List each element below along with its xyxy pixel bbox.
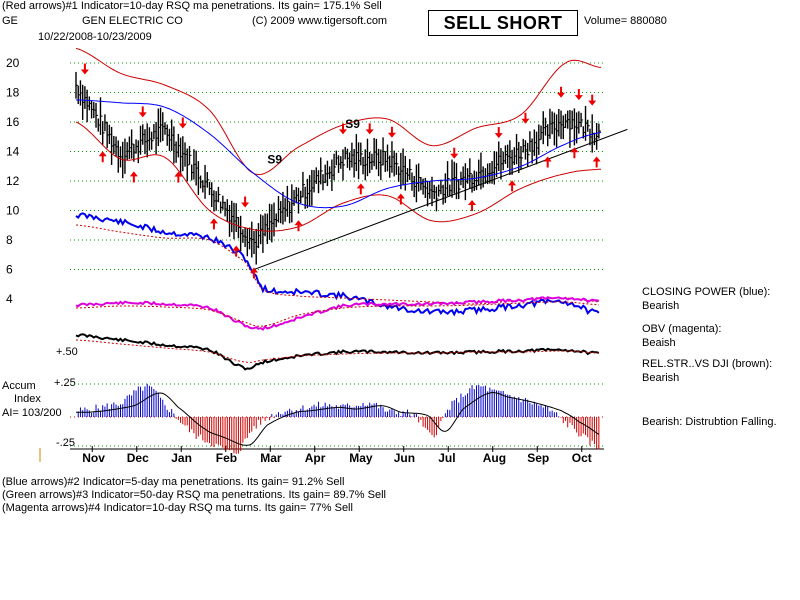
red-arrow-up	[129, 171, 138, 177]
trendline	[253, 128, 628, 270]
index-label: Index	[14, 393, 41, 405]
copyright-text: (C) 2009 www.tigersoft.com	[252, 15, 388, 27]
lower-band-line	[75, 121, 602, 232]
red-arrow-up	[98, 151, 107, 157]
tick-labels-layer: 20 18 16 14 12 10 8 6 4 Nov Dec Jan Feb Mar Apr May Jun J…	[6, 56, 592, 465]
red-arrow-down	[521, 118, 530, 124]
red-arrow-up	[396, 193, 405, 199]
x-tick-label: Dec	[127, 451, 149, 465]
signal-annotation: S9	[345, 117, 360, 131]
arrows-layer	[80, 63, 601, 279]
red-arrow-up	[468, 200, 477, 206]
red-arrow-up	[543, 156, 552, 162]
y-tick-label: 4	[6, 292, 13, 306]
ai-value: AI= 103/200	[2, 407, 62, 419]
x-tick-label: Nov	[82, 451, 105, 465]
closing-power-value: Bearish	[642, 300, 680, 312]
red-arrow-up	[174, 171, 183, 177]
x-tick-label: Oct	[572, 451, 592, 465]
red-arrow-down	[365, 129, 374, 135]
company-name: GEN ELECTRIC CO	[82, 15, 183, 27]
indicator-line: (Red arrows)#1 Indicator=10-day RSQ ma p…	[2, 0, 382, 12]
accum-index-layer	[76, 383, 600, 454]
x-tick-label: Jun	[394, 451, 415, 465]
relstr-label: REL.STR..VS DJI (brown):	[642, 358, 773, 370]
price-bars-layer	[75, 71, 601, 265]
signal-box: SELL SHORT	[428, 10, 578, 36]
red-arrow-down	[241, 202, 250, 208]
red-arrow-down	[557, 92, 566, 98]
red-arrow-up	[356, 183, 365, 189]
closing-power-line	[75, 212, 600, 317]
date-range: 10/22/2008-10/23/2009	[38, 31, 152, 43]
rel-strength-line	[75, 333, 600, 371]
x-tick-label: Apr	[305, 451, 326, 465]
accum-summary: Bearish: Distrubtion Falling.	[642, 416, 777, 428]
y-tick-label: 20	[6, 56, 20, 70]
red-arrow-down	[178, 123, 187, 129]
red-arrow-down	[588, 100, 597, 106]
volume-text: Volume= 880080	[584, 15, 667, 27]
x-tick-label: May	[349, 451, 373, 465]
red-arrow-down	[339, 129, 347, 135]
y-tick-label: 10	[6, 204, 20, 218]
relstr-value: Bearish	[642, 372, 680, 384]
band-lines-layer	[75, 47, 628, 270]
y-tick-label: 16	[6, 115, 20, 129]
x-tick-label: Feb	[216, 451, 237, 465]
red-arrow-down	[138, 112, 147, 118]
blue-arrows-line: (Blue arrows)#2 Indicator=5-day ma penet…	[2, 476, 345, 488]
red-arrow-up	[570, 147, 579, 153]
x-tick-label: Jul	[438, 451, 455, 465]
red-arrow-down	[387, 132, 396, 138]
red-arrow-up	[250, 267, 258, 273]
ticker-symbol: GE	[2, 15, 18, 27]
closing-power-label: CLOSING POWER (blue):	[642, 286, 771, 298]
obv-ma-line	[75, 301, 599, 327]
red-arrow-up	[592, 156, 601, 162]
obv-label: OBV (magenta):	[642, 323, 722, 335]
moving-average-line	[75, 99, 602, 209]
green-arrows-line: (Green arrows)#3 Indicator=50-day RSQ ma…	[2, 489, 386, 501]
y-tick-label: 12	[6, 174, 20, 188]
obv-value: Beaish	[642, 337, 676, 349]
red-arrow-down	[494, 133, 503, 139]
rel-plus-50-level: +.50	[56, 346, 78, 358]
red-arrow-up	[209, 218, 218, 224]
red-arrow-down	[80, 69, 89, 75]
indicator-layer	[75, 212, 600, 371]
red-arrow-up	[232, 245, 241, 251]
x-tick-label: Jan	[171, 451, 192, 465]
red-arrow-down	[450, 153, 459, 159]
y-tick-label: 6	[6, 263, 13, 277]
x-tick-label: Aug	[483, 451, 506, 465]
accum-ma-line	[76, 391, 600, 446]
y-tick-label: 18	[6, 86, 20, 100]
signal-annotation: S9	[267, 152, 282, 166]
red-arrow-up	[294, 220, 303, 226]
x-tick-label: Mar	[260, 451, 282, 465]
red-arrow-down	[574, 95, 583, 101]
accum-label: Accum	[2, 380, 36, 392]
magenta-arrows-line: (Magenta arrows)#4 Indicator=10-day RSQ …	[2, 502, 353, 514]
red-arrow-up	[508, 180, 517, 186]
accum-plus-level: +.25	[54, 377, 76, 389]
x-tick-label: Sep	[527, 451, 549, 465]
obv-line	[75, 296, 600, 331]
y-tick-label: 8	[6, 233, 13, 247]
y-tick-label: 14	[6, 145, 20, 159]
upper-band-line	[75, 47, 602, 176]
closing-power-ma-line	[75, 224, 599, 305]
